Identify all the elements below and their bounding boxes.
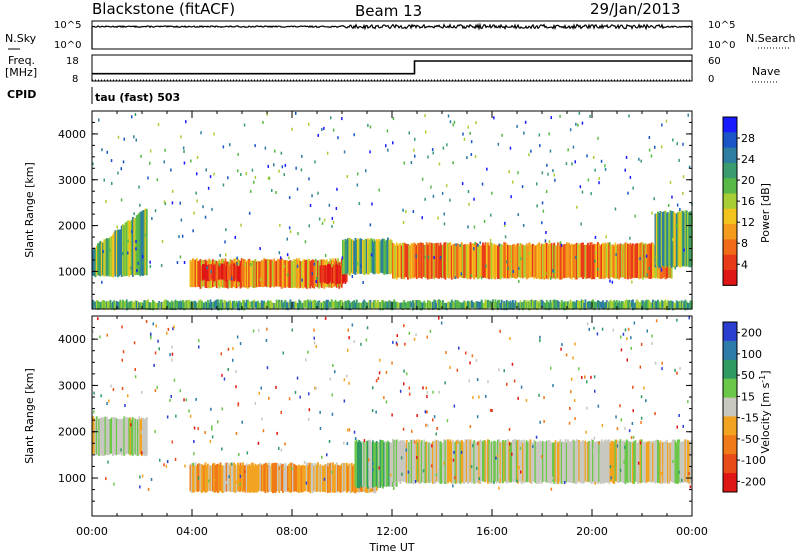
velocity-colorbar-tick: 50 xyxy=(741,369,755,382)
power-colorbar: 4 8 12 16 20 24 28 xyxy=(722,116,755,286)
velocity-ytick-label: 2000 xyxy=(58,426,86,439)
cpid-label: CPID xyxy=(7,88,36,101)
time-axis-label: Time UT xyxy=(368,541,414,554)
power-colorbar-tick: 4 xyxy=(741,258,748,271)
noise-tick-left-bottom: 10^0 xyxy=(54,40,81,51)
power-colorbar-swatch xyxy=(723,193,737,210)
power-colorbar-tick: 12 xyxy=(741,216,755,229)
velocity-colorbar-swatch xyxy=(723,397,737,417)
velocity-colorbar-swatch xyxy=(723,435,737,455)
power-cbar-label: Power [dB] xyxy=(759,183,772,243)
nsky-line xyxy=(91,22,693,31)
time-axis-ticks: 00:00 04:00 08:00 12:00 16:00 20:00 00:00 xyxy=(76,111,708,538)
power-feature-5 xyxy=(392,242,673,280)
velocity-colorbar-swatch xyxy=(723,340,737,361)
power-colorbar-tick: 8 xyxy=(741,237,748,250)
power-heatmap xyxy=(92,111,693,311)
velocity-yticks: 1000 2000 3000 4000 xyxy=(58,327,692,502)
noise-trace xyxy=(91,22,693,49)
time-tick-label: 08:00 xyxy=(276,525,308,538)
freq-label-line2: [MHz] xyxy=(5,66,37,79)
velocity-feature-3 xyxy=(392,439,693,485)
velocity-feature-2 xyxy=(354,439,398,489)
velocity-ytick-label: 4000 xyxy=(58,333,86,346)
power-ytick-label: 1000 xyxy=(58,265,86,278)
power-speckles xyxy=(92,111,693,284)
velocity-colorbar-swatch xyxy=(723,454,737,474)
site-title: Blackstone (fitACF) xyxy=(92,0,235,18)
power-colorbar-tick: 24 xyxy=(741,153,755,166)
noise-tick-right-bottom: 10^0 xyxy=(708,40,735,51)
date-title: 29/Jan/2013 xyxy=(590,0,681,18)
power-panel-frame xyxy=(91,110,693,310)
velocity-colorbar-tick: -200 xyxy=(741,475,766,488)
power-colorbar-swatch xyxy=(723,208,737,225)
velocity-heatmap xyxy=(92,316,693,494)
freq-trace xyxy=(92,60,692,81)
power-feature-4 xyxy=(342,237,393,275)
velocity-ytick-label: 3000 xyxy=(58,379,86,392)
velocity-colorbar-tick: -50 xyxy=(741,433,759,446)
velocity-colorbar-tick: 100 xyxy=(741,348,762,361)
velocity-ylabel: Slant Range [km] xyxy=(23,368,36,464)
power-colorbar-swatch xyxy=(723,270,737,286)
power-colorbar-swatch xyxy=(723,162,737,179)
velocity-colorbar-tick: -15 xyxy=(741,412,759,425)
power-colorbar-swatch xyxy=(723,178,737,194)
power-colorbar-tick: 28 xyxy=(741,132,755,145)
velocity-speckles xyxy=(92,316,692,491)
velocity-feature-1 xyxy=(189,462,378,494)
time-tick-label: 20:00 xyxy=(576,525,608,538)
power-colorbar-swatch xyxy=(723,224,737,240)
frequency-line xyxy=(92,60,692,75)
velocity-colorbar-swatch xyxy=(723,378,737,399)
velocity-cbar-label: Velocity [m s-1] xyxy=(758,370,772,453)
time-tick-label: 04:00 xyxy=(176,525,208,538)
power-feature-0 xyxy=(92,208,148,278)
power-ytick-label: 2000 xyxy=(58,220,86,233)
power-colorbar-swatch xyxy=(723,132,737,149)
freq-tick-bottom: 8 xyxy=(72,74,78,85)
velocity-colorbar-tick: -100 xyxy=(741,454,766,467)
time-tick-label: 00:00 xyxy=(76,525,108,538)
nave-tick-bottom: 0 xyxy=(708,74,714,85)
time-tick-label: 16:00 xyxy=(476,525,508,538)
nave-label: Nave xyxy=(752,65,780,78)
freq-panel-frame xyxy=(91,54,693,82)
freq-tick-top: 18 xyxy=(66,56,79,67)
power-feature-2 xyxy=(199,263,243,282)
nsearch-label: N.Search xyxy=(746,32,796,45)
velocity-colorbar-tick: 15 xyxy=(741,390,755,403)
power-ylabel: Slant Range [km] xyxy=(23,162,36,258)
power-yticks: 1000 2000 3000 4000 xyxy=(58,121,692,295)
power-ytick-label: 4000 xyxy=(58,128,86,141)
power-colorbar-swatch xyxy=(723,147,737,164)
power-ytick-label: 3000 xyxy=(58,174,86,187)
time-tick-label: 00:00 xyxy=(676,525,708,538)
power-colorbar-tick: 16 xyxy=(741,195,755,208)
beam-title: Beam 13 xyxy=(355,2,422,20)
power-colorbar-swatch xyxy=(723,117,737,133)
power-feature-7 xyxy=(92,299,693,311)
velocity-colorbar: 200 100 50 15 -15 -50 -100 -200 xyxy=(722,321,766,493)
nsky-label: N.Sky xyxy=(5,32,37,45)
velocity-ytick-label: 1000 xyxy=(58,472,86,485)
power-colorbar-swatch xyxy=(723,239,737,256)
velocity-colorbar-swatch xyxy=(723,416,737,436)
velocity-colorbar-tick: 200 xyxy=(741,327,762,340)
cpid-value: tau (fast) 503 xyxy=(95,91,180,104)
velocity-colorbar-swatch xyxy=(723,473,737,493)
velocity-colorbar-swatch xyxy=(723,359,737,380)
noise-tick-left-top: 10^5 xyxy=(54,20,81,31)
noise-tick-right-top: 10^5 xyxy=(708,20,735,31)
time-tick-label: 12:00 xyxy=(376,525,408,538)
power-colorbar-tick: 20 xyxy=(741,174,755,187)
velocity-colorbar-swatch xyxy=(723,322,737,342)
nave-tick-top: 60 xyxy=(708,56,721,67)
power-colorbar-swatch xyxy=(723,254,737,271)
power-feature-6 xyxy=(654,210,693,269)
freq-label-line1: Freq. xyxy=(8,54,35,67)
velocity-feature-0 xyxy=(92,416,148,457)
